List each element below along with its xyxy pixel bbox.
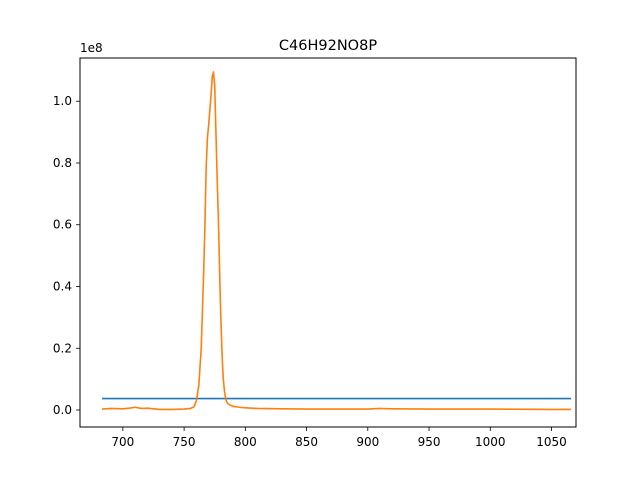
x-tick-label: 1000 <box>475 435 506 449</box>
x-tick-label: 1050 <box>536 435 567 449</box>
y-tick-label: 0.4 <box>53 280 72 294</box>
x-tick-label: 900 <box>356 435 379 449</box>
y-axis: 0.0 0.2 0.4 0.6 0.8 1.0 <box>53 94 80 417</box>
y-tick-label: 0.8 <box>53 156 72 170</box>
y-tick-label: 1.0 <box>53 94 72 108</box>
x-tick-label: 950 <box>418 435 441 449</box>
series-line-2 <box>101 71 572 411</box>
y-tick-label: 0.0 <box>53 403 72 417</box>
x-tick-label: 800 <box>234 435 257 449</box>
plot-frame <box>79 57 577 428</box>
x-tick-label: 850 <box>295 435 318 449</box>
x-tick-label: 750 <box>173 435 196 449</box>
y-tick-label: 0.6 <box>53 218 72 232</box>
y-offset-label: 1e8 <box>80 41 103 55</box>
y-tick-label: 0.2 <box>53 341 72 355</box>
x-axis: 700 750 800 850 900 950 1000 1050 <box>111 427 567 449</box>
chart-title: C46H92NO8P <box>279 38 377 54</box>
series-layer <box>101 71 572 411</box>
x-tick-label: 700 <box>111 435 134 449</box>
